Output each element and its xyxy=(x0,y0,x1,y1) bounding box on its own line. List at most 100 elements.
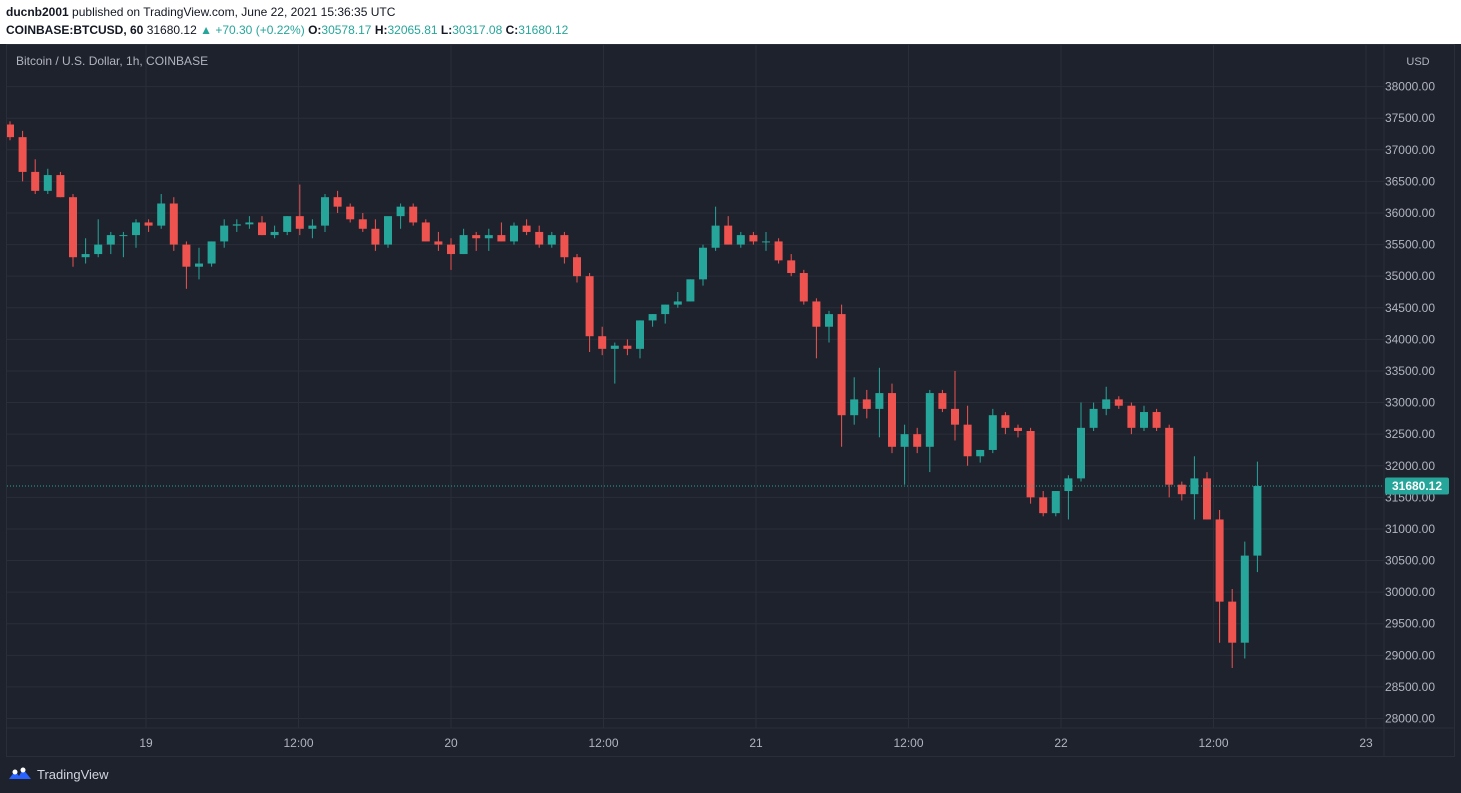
candle xyxy=(1152,408,1161,431)
candle xyxy=(371,219,380,251)
candle-body xyxy=(195,263,203,267)
candle-body xyxy=(623,345,632,349)
candle-body xyxy=(472,235,481,239)
candle-body xyxy=(598,336,607,349)
candle-body xyxy=(1051,491,1060,514)
candle-body xyxy=(384,216,392,245)
price-tick-label: 33500.00 xyxy=(1385,364,1435,378)
candle-body xyxy=(308,225,317,229)
candle xyxy=(1014,424,1022,438)
candle xyxy=(1253,461,1262,573)
candle-body xyxy=(396,206,405,217)
candle-body xyxy=(434,241,443,245)
candle xyxy=(207,241,216,267)
candle-body xyxy=(31,171,40,191)
candle xyxy=(862,389,871,419)
price-tick-label: 37000.00 xyxy=(1385,143,1435,157)
candle-body xyxy=(951,408,959,425)
candle xyxy=(1001,412,1010,435)
author-name[interactable]: ducnb2001 xyxy=(6,5,69,19)
candle xyxy=(1190,456,1199,520)
price-tick-label: 28500.00 xyxy=(1385,680,1435,694)
candle xyxy=(1089,402,1098,431)
candle-body xyxy=(220,225,229,242)
candle-body xyxy=(1177,484,1186,495)
candle-body xyxy=(1114,399,1123,406)
candle xyxy=(825,310,833,343)
candle xyxy=(888,383,896,454)
candlestick-chart[interactable]: 38000.00 37500.00 37000.00 36500.00 36000.00… xyxy=(7,45,1454,756)
candle-body xyxy=(459,235,468,255)
candle xyxy=(1077,402,1085,482)
price-tick-label: 29000.00 xyxy=(1385,648,1435,662)
candle-body xyxy=(69,197,77,258)
candle-body xyxy=(132,222,140,236)
candle-body xyxy=(686,279,695,302)
candle-body xyxy=(1014,427,1022,431)
chart-panel[interactable]: 38000.00 37500.00 37000.00 36500.00 36000.00… xyxy=(6,44,1455,757)
close-label: C: xyxy=(505,23,519,37)
candle xyxy=(220,219,229,248)
candle xyxy=(295,184,304,236)
candle-body xyxy=(573,257,581,277)
candle xyxy=(232,219,241,232)
candle-body xyxy=(1026,430,1035,498)
publish-header: ducnb2001 published on TradingView.com, … xyxy=(0,0,1461,44)
candle xyxy=(421,219,430,242)
candle xyxy=(81,238,90,264)
candle-body xyxy=(787,260,796,274)
candle xyxy=(774,238,783,264)
candle xyxy=(573,254,581,283)
candle-body xyxy=(270,231,279,236)
candle-body xyxy=(837,314,846,416)
open-label: O: xyxy=(308,23,322,37)
brand-name: TradingView xyxy=(37,766,109,782)
candle-body xyxy=(1039,497,1048,514)
candle xyxy=(56,171,65,198)
candle-body xyxy=(862,399,871,409)
candle xyxy=(270,225,279,239)
candle xyxy=(547,231,556,248)
candle xyxy=(308,219,317,239)
candle xyxy=(497,222,506,242)
candle-body xyxy=(749,235,758,242)
candle xyxy=(736,231,745,248)
candle xyxy=(1039,491,1048,517)
price-axis[interactable]: 38000.00 37500.00 37000.00 36500.00 36000.00… xyxy=(1385,80,1435,726)
candle xyxy=(459,228,468,255)
candle xyxy=(787,254,796,277)
candle-body xyxy=(258,222,266,236)
candle-body xyxy=(169,203,178,245)
candle-body xyxy=(560,235,569,258)
candle xyxy=(472,231,481,251)
candle xyxy=(69,194,77,267)
candle xyxy=(636,320,644,359)
candle xyxy=(43,168,52,195)
candle xyxy=(900,424,909,485)
candle-body xyxy=(774,241,783,261)
candle-body xyxy=(875,393,884,409)
tradingview-brand[interactable]: TradingView xyxy=(8,766,109,782)
time-axis[interactable]: 19 12:00 20 12:00 21 12:00 22 12:00 23 xyxy=(139,736,1373,750)
price-tick-label: 35000.00 xyxy=(1385,269,1435,283)
candle-body xyxy=(484,235,493,239)
candle xyxy=(321,194,329,232)
candle-body xyxy=(510,225,518,242)
candle-body xyxy=(963,424,972,457)
candle xyxy=(585,273,594,353)
candle-body xyxy=(447,244,455,255)
candle xyxy=(1051,491,1060,517)
candle xyxy=(1165,424,1174,498)
candle xyxy=(610,342,619,384)
currency-badge[interactable] xyxy=(1402,52,1434,69)
candle-body xyxy=(157,203,166,226)
candle xyxy=(799,269,808,305)
candle xyxy=(976,449,985,463)
candle xyxy=(31,159,40,195)
candle xyxy=(132,219,140,248)
candle xyxy=(1064,475,1073,520)
candle xyxy=(144,219,153,232)
candle-body xyxy=(1127,405,1136,428)
candle-body xyxy=(976,449,985,457)
candle xyxy=(850,377,859,425)
